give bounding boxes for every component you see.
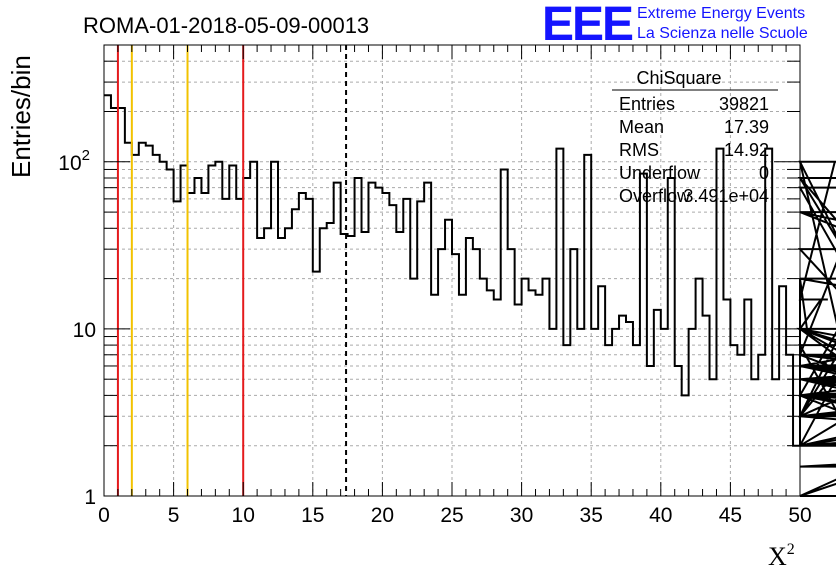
y-tick-label: 10 — [73, 319, 96, 342]
grid-lines — [104, 45, 800, 496]
x-axis-label-sup: 2 — [787, 541, 795, 558]
reference-lines — [116, 45, 348, 496]
y-tick-label: 102 — [58, 147, 90, 175]
x-axis-ticks: 0 5 10 15 20 25 30 35 40 45 50 — [98, 45, 812, 527]
x-tick-label: 25 — [440, 504, 463, 527]
stats-mean-label: Mean — [619, 117, 664, 137]
x-tick-label: 20 — [371, 504, 394, 527]
x-tick-label: 50 — [788, 504, 811, 527]
stats-entries-label: Entries — [619, 94, 675, 114]
stats-box: ChiSquare Entries 39821 Mean 17.39 RMS 1… — [612, 68, 778, 206]
y-tick-label: 1 — [84, 486, 96, 509]
x-tick-label: 35 — [580, 504, 603, 527]
stats-entries-value: 39821 — [719, 94, 769, 114]
x-tick-label: 15 — [301, 504, 324, 527]
stats-underflow-label: Underflow — [619, 163, 701, 183]
x-tick-label: 40 — [649, 504, 672, 527]
stats-mean-value: 17.39 — [724, 117, 769, 137]
x-tick-label: 5 — [168, 504, 180, 527]
x-tick-label: 30 — [510, 504, 533, 527]
x-tick-label: 0 — [98, 504, 110, 527]
stats-rms-value: 14.92 — [724, 140, 769, 160]
x-axis-label-base: X — [768, 542, 787, 571]
eee-logo: EEE Extreme Energy Events La Scienza nel… — [542, 0, 808, 51]
y-tick-label-exp: 2 — [82, 147, 90, 164]
x-tick-label: 10 — [232, 504, 255, 527]
stats-box-title: ChiSquare — [636, 68, 721, 88]
y-tick-label-base: 10 — [73, 319, 96, 342]
logo-line-2: La Scienza nelle Scuole — [637, 25, 808, 42]
y-tick-label-base: 10 — [58, 152, 81, 175]
stats-underflow-value: 0 — [759, 163, 769, 183]
stats-overflow-label: Overflow — [619, 186, 691, 206]
chart-title: ROMA-01-2018-05-09-00013 — [83, 13, 369, 38]
stats-overflow-value: 3.491e+04 — [683, 186, 769, 206]
y-axis-label: Entries/bin — [6, 55, 36, 178]
x-tick-label: 45 — [719, 504, 742, 527]
y-tick-label-base: 1 — [84, 486, 96, 509]
x-axis-label: X2 — [768, 541, 795, 571]
logo-mark: EEE — [542, 0, 633, 51]
logo-line-1: Extreme Energy Events — [637, 5, 805, 22]
stats-rms-label: RMS — [619, 140, 659, 160]
